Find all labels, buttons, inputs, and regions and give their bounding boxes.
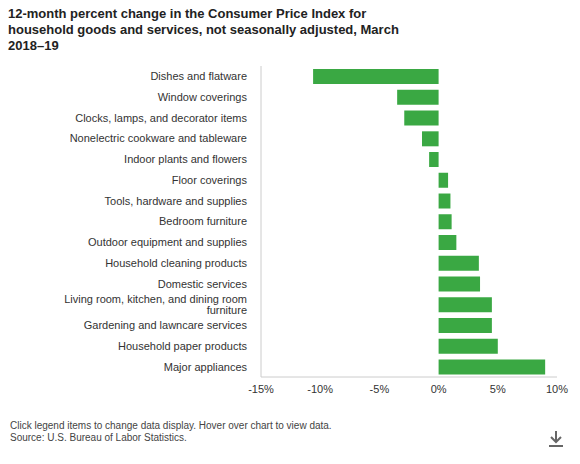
- svg-text:Household paper products: Household paper products: [118, 340, 248, 352]
- svg-text:Nonelectric cookware and table: Nonelectric cookware and tableware: [70, 132, 247, 144]
- svg-text:10%: 10%: [546, 383, 568, 395]
- html-text:Source: U.S. Bureau of Labor S: Source: U.S. Bureau of Labor Statistics.: [10, 432, 187, 443]
- svg-text:Indoor plants and flowers: Indoor plants and flowers: [124, 153, 247, 165]
- svg-text:Living room, kitchen, and dini: Living room, kitchen, and dining roomfur…: [64, 293, 247, 316]
- svg-text:Household cleaning products: Household cleaning products: [105, 257, 247, 269]
- svg-text:-5%: -5%: [370, 383, 390, 395]
- svg-text:-10%: -10%: [307, 383, 333, 395]
- svg-text:Window coverings: Window coverings: [158, 91, 248, 103]
- svg-text:Outdoor equipment and supplies: Outdoor equipment and supplies: [88, 236, 247, 248]
- svg-text:Gardening and lawncare service: Gardening and lawncare services: [84, 319, 248, 331]
- svg-text:Bedroom furniture: Bedroom furniture: [159, 215, 247, 227]
- svg-text:Dishes and flatware: Dishes and flatware: [150, 70, 247, 82]
- svg-text:Domestic services: Domestic services: [158, 278, 248, 290]
- svg-text:Tools, hardware and supplies: Tools, hardware and supplies: [105, 195, 248, 207]
- svg-text:-15%: -15%: [248, 383, 274, 395]
- svg-text:5%: 5%: [490, 383, 506, 395]
- html-text:Click legend items to change d: Click legend items to change data displa…: [10, 420, 332, 431]
- svg-text:Floor coverings: Floor coverings: [172, 174, 248, 186]
- svg-text:0%: 0%: [431, 383, 447, 395]
- html-text:12-month percent change in the: 12-month percent change in the Consumer …: [8, 6, 399, 53]
- svg-text:Clocks, lamps, and decorator i: Clocks, lamps, and decorator items: [75, 112, 247, 124]
- svg-text:Major appliances: Major appliances: [164, 361, 248, 373]
